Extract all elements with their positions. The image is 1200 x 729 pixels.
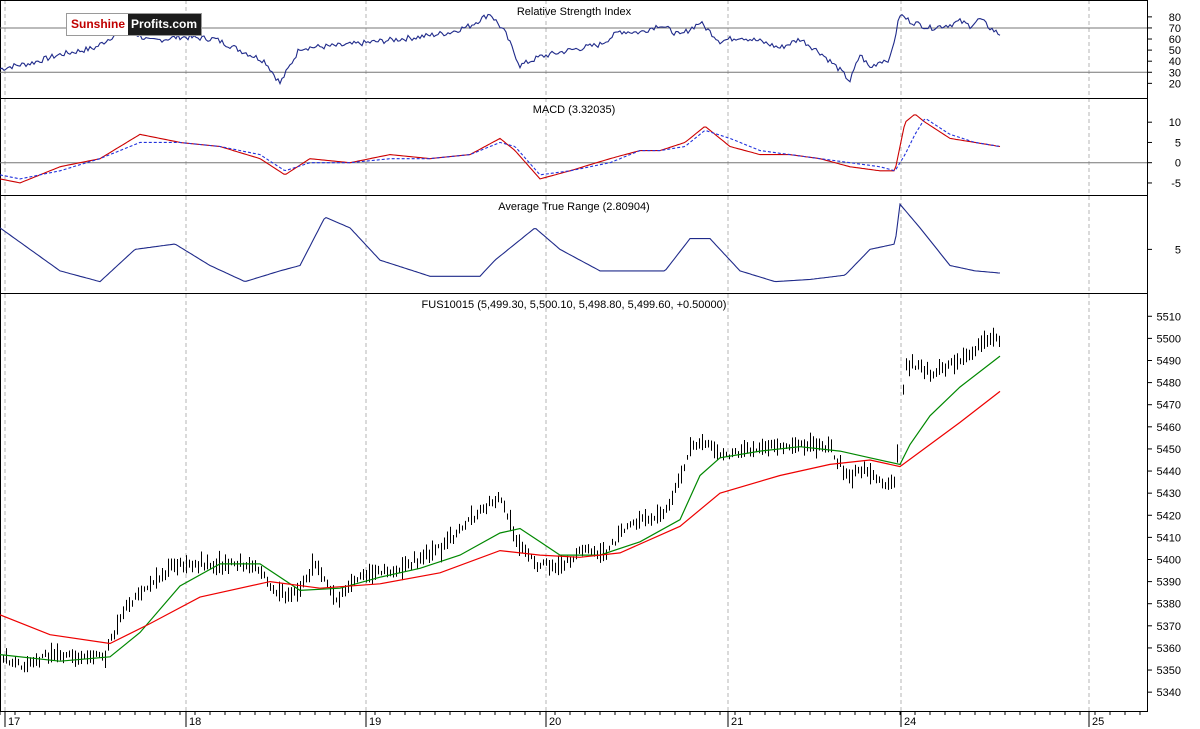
y-tick-label: -5 bbox=[1171, 178, 1181, 190]
x-tick-label: 18 bbox=[189, 716, 201, 728]
y-tick-label: 5440 bbox=[1157, 466, 1181, 478]
y-tick-label: 5460 bbox=[1157, 422, 1181, 434]
x-tick-label: 24 bbox=[904, 716, 916, 728]
y-tick-label: 60 bbox=[1169, 34, 1181, 46]
y-tick-label: 5370 bbox=[1157, 621, 1181, 633]
y-tick-label: 5390 bbox=[1157, 577, 1181, 589]
y-tick-label: 5350 bbox=[1157, 665, 1181, 677]
logo-text-profits: Profits.com bbox=[128, 14, 202, 35]
y-tick-label: 5380 bbox=[1157, 599, 1181, 611]
series-line bbox=[0, 13, 1001, 86]
y-tick-label: 5500 bbox=[1157, 333, 1181, 345]
y-tick-label: 5430 bbox=[1157, 488, 1181, 500]
moving-average-long bbox=[0, 390, 1001, 645]
series-line-macd bbox=[0, 114, 1001, 184]
y-tick-label: 5480 bbox=[1157, 378, 1181, 390]
x-tick-label: 21 bbox=[731, 716, 743, 728]
panel-title: Average True Range (2.80904) bbox=[498, 201, 649, 213]
x-tick-label: 20 bbox=[549, 716, 561, 728]
sunshine-profits-logo[interactable]: Sunshine Profits.com bbox=[66, 13, 203, 36]
series-line-signal bbox=[0, 118, 1001, 180]
y-tick-label: 5410 bbox=[1157, 532, 1181, 544]
y-tick-label: 40 bbox=[1169, 56, 1181, 68]
x-tick-label: 17 bbox=[8, 716, 20, 728]
panel-title: MACD (3.32035) bbox=[533, 104, 616, 116]
y-tick-label: 5470 bbox=[1157, 400, 1181, 412]
x-tick-label: 19 bbox=[369, 716, 381, 728]
moving-average-short bbox=[0, 355, 1001, 662]
y-tick-label: 5490 bbox=[1157, 355, 1181, 367]
y-tick-label: 5340 bbox=[1157, 687, 1181, 699]
series-line bbox=[0, 202, 1001, 283]
panel-title: Relative Strength Index bbox=[517, 6, 632, 18]
y-tick-label: 5360 bbox=[1157, 643, 1181, 655]
y-tick-label: 80 bbox=[1169, 12, 1181, 24]
y-tick-label: 5420 bbox=[1157, 510, 1181, 522]
y-tick-label: 30 bbox=[1169, 67, 1181, 79]
y-tick-label: 20 bbox=[1169, 78, 1181, 90]
y-tick-label: 0 bbox=[1175, 158, 1181, 170]
y-tick-label: 5510 bbox=[1157, 311, 1181, 323]
y-tick-label: 10 bbox=[1169, 117, 1181, 129]
panel-title: FUS10015 (5,499.30, 5,500.10, 5,498.80, … bbox=[422, 299, 727, 311]
y-tick-label: 5 bbox=[1175, 137, 1181, 149]
y-tick-label: 5450 bbox=[1157, 444, 1181, 456]
y-tick-label: 5400 bbox=[1157, 554, 1181, 566]
y-tick-label: 50 bbox=[1169, 45, 1181, 57]
y-tick-label: 5 bbox=[1175, 244, 1181, 256]
logo-text-sunshine: Sunshine bbox=[67, 14, 129, 35]
panel-3: Average True Range (2.80904) 5 bbox=[0, 195, 1181, 294]
y-tick-label: 70 bbox=[1169, 23, 1181, 35]
x-tick-label: 25 bbox=[1092, 716, 1104, 728]
